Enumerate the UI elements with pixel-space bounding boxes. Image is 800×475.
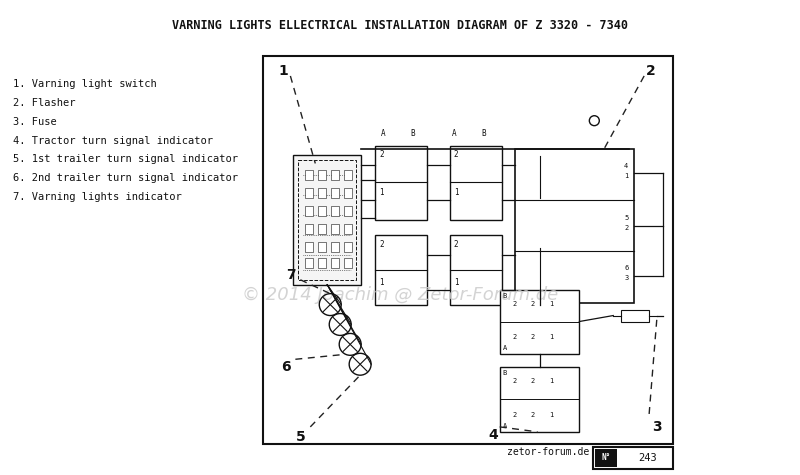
Text: 7: 7	[286, 268, 296, 282]
Bar	[375, 235, 427, 304]
Text: 1: 1	[454, 188, 458, 197]
Bar	[318, 258, 326, 268]
Text: zetor-forum.de: zetor-forum.de	[507, 446, 590, 456]
Bar	[375, 145, 427, 220]
Text: 5: 5	[624, 215, 628, 221]
Bar	[331, 224, 339, 234]
Bar	[318, 171, 326, 180]
Text: 1: 1	[550, 334, 554, 341]
Bar	[344, 188, 352, 198]
Text: 2: 2	[646, 64, 656, 78]
Bar	[331, 206, 339, 216]
Text: 2: 2	[513, 412, 517, 418]
Text: 1: 1	[550, 301, 554, 306]
Bar	[344, 258, 352, 268]
Bar	[594, 447, 673, 469]
Text: 5: 5	[295, 430, 306, 444]
Bar	[331, 242, 339, 252]
Text: 243: 243	[638, 453, 657, 463]
Bar	[306, 171, 314, 180]
Bar	[450, 145, 502, 220]
Text: 1. Varning light switch: 1. Varning light switch	[14, 79, 157, 89]
Bar	[500, 367, 579, 432]
Bar	[344, 206, 352, 216]
Bar	[318, 242, 326, 252]
Text: 2: 2	[513, 334, 517, 341]
Text: 2: 2	[530, 412, 534, 418]
Bar	[306, 242, 314, 252]
Text: 1: 1	[379, 278, 384, 287]
Text: 6: 6	[282, 360, 291, 374]
Text: 2: 2	[454, 240, 458, 249]
Text: 2: 2	[624, 225, 628, 231]
Bar	[344, 224, 352, 234]
Text: 2: 2	[454, 151, 458, 160]
Text: A: A	[502, 345, 507, 352]
Text: 7. Varning lights indicator: 7. Varning lights indicator	[14, 192, 182, 202]
Bar	[306, 206, 314, 216]
Bar	[318, 224, 326, 234]
Text: 1: 1	[550, 378, 554, 384]
Text: 1: 1	[454, 278, 458, 287]
Text: 5. 1st trailer turn signal indicator: 5. 1st trailer turn signal indicator	[14, 154, 238, 164]
Text: N°: N°	[602, 453, 611, 462]
Text: 2: 2	[530, 334, 534, 341]
Bar	[331, 258, 339, 268]
Text: A: A	[451, 129, 456, 138]
Text: 4. Tractor turn signal indicator: 4. Tractor turn signal indicator	[14, 135, 214, 146]
Text: © 2014 Joachim @ Zetor-Forum.de: © 2014 Joachim @ Zetor-Forum.de	[242, 285, 558, 304]
Text: 2. Flasher: 2. Flasher	[14, 98, 76, 108]
Bar	[306, 224, 314, 234]
Bar	[318, 188, 326, 198]
Text: 3: 3	[652, 420, 662, 434]
Bar	[306, 258, 314, 268]
Bar	[344, 171, 352, 180]
Bar	[318, 206, 326, 216]
Text: A: A	[502, 423, 507, 429]
Text: 2: 2	[513, 301, 517, 306]
Text: 1: 1	[278, 64, 288, 78]
Text: B: B	[502, 370, 507, 376]
Text: VARNING LIGHTS ELLECTRICAL INSTALLATION DIAGRAM OF Z 3320 - 7340: VARNING LIGHTS ELLECTRICAL INSTALLATION …	[172, 19, 628, 32]
Bar	[298, 161, 356, 280]
Text: 2: 2	[513, 378, 517, 384]
Text: 2: 2	[379, 240, 384, 249]
Text: 6: 6	[624, 265, 628, 271]
Text: 4: 4	[624, 163, 628, 170]
Bar	[622, 310, 649, 322]
Text: 3. Fuse: 3. Fuse	[14, 117, 57, 127]
Text: B: B	[482, 129, 486, 138]
Text: 6. 2nd trailer turn signal indicator: 6. 2nd trailer turn signal indicator	[14, 173, 238, 183]
Bar	[331, 171, 339, 180]
Bar	[263, 56, 673, 444]
Bar	[595, 449, 618, 466]
Bar	[306, 188, 314, 198]
Bar	[331, 188, 339, 198]
Text: 1: 1	[624, 173, 628, 180]
Bar	[514, 149, 634, 303]
Bar	[450, 235, 502, 304]
Text: A: A	[381, 129, 386, 138]
Bar	[344, 242, 352, 252]
Text: 2: 2	[379, 151, 384, 160]
Text: 3: 3	[624, 275, 628, 281]
Text: B: B	[502, 293, 507, 299]
Text: B: B	[410, 129, 415, 138]
Text: 1: 1	[550, 412, 554, 418]
Bar	[500, 290, 579, 354]
Text: 2: 2	[530, 301, 534, 306]
Text: 1: 1	[379, 188, 384, 197]
Bar	[294, 155, 361, 285]
Text: 4: 4	[489, 428, 498, 442]
Text: 2: 2	[530, 378, 534, 384]
